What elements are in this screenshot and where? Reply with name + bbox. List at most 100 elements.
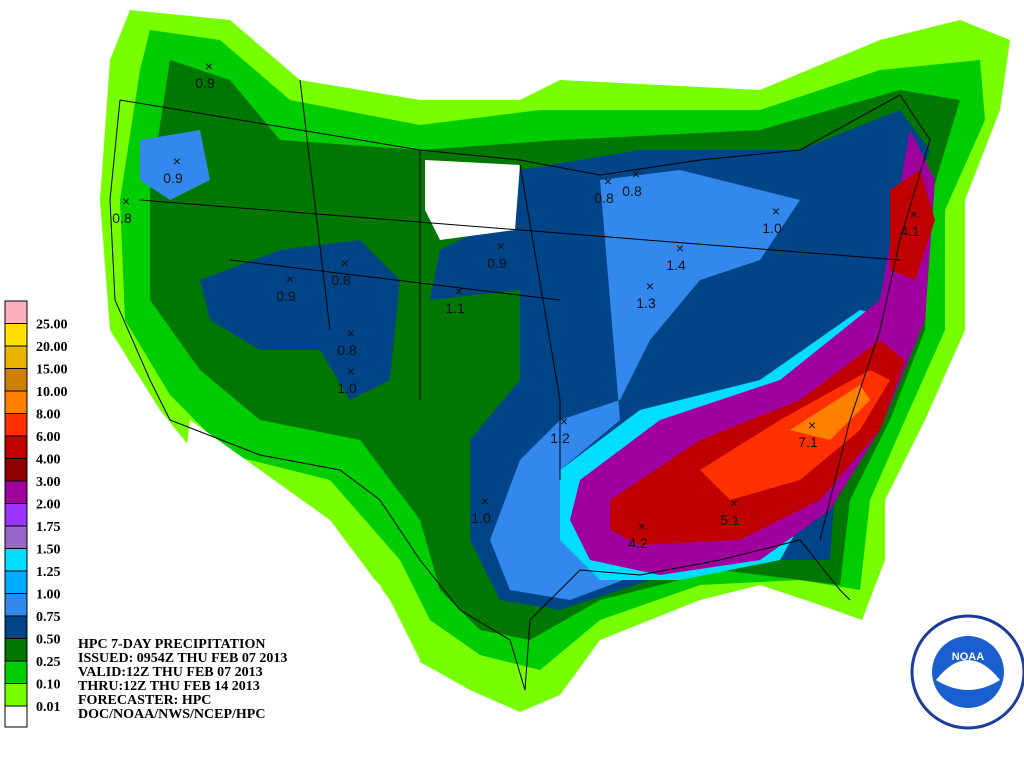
dry-area xyxy=(425,160,520,240)
legend-swatch xyxy=(4,435,28,459)
legend-label: 8.00 xyxy=(36,408,61,423)
max-marker: × xyxy=(638,518,646,534)
max-marker: × xyxy=(604,173,612,189)
max-value: 0.9 xyxy=(276,288,296,304)
max-value: 1.0 xyxy=(337,380,357,396)
max-marker: × xyxy=(808,417,816,433)
info-line: VALID:12Z THU FEB 07 2013 xyxy=(78,665,263,680)
legend-label: 20.00 xyxy=(36,340,68,355)
border xyxy=(524,539,851,691)
legend-label: 15.00 xyxy=(36,363,68,378)
legend-swatch xyxy=(4,368,28,392)
border xyxy=(139,79,901,480)
legend-label: 2.00 xyxy=(36,498,61,513)
max-value: 0.8 xyxy=(112,210,132,226)
legend: 25.00 20.00 15.00 10.00 8.00 6.00 4.00 3.00 2.00… xyxy=(4,300,68,715)
max-value: 0.9 xyxy=(163,170,183,186)
field-050b xyxy=(200,240,400,400)
legend-swatch xyxy=(4,660,28,684)
noaa-logo: NOAA xyxy=(910,614,1024,730)
dry-area xyxy=(180,420,420,700)
legend-label: 6.00 xyxy=(36,430,61,445)
legend-label: 0.75 xyxy=(36,610,61,625)
legend-swatch xyxy=(4,390,28,414)
field-075 xyxy=(490,170,800,600)
max-marker: × xyxy=(646,278,654,294)
max-value: 7.1 xyxy=(798,434,818,450)
field-800 xyxy=(790,385,870,440)
max-value: 4.1 xyxy=(900,223,920,239)
max-value: 5.1 xyxy=(720,512,740,528)
max-marker: × xyxy=(497,238,505,254)
max-marker: × xyxy=(730,495,738,511)
max-marker: × xyxy=(286,271,294,287)
legend-label: 1.25 xyxy=(36,565,61,580)
max-marker: × xyxy=(455,283,463,299)
precip-fields xyxy=(100,10,1010,712)
max-marker: × xyxy=(347,325,355,341)
legend-swatch xyxy=(4,413,28,437)
max-value: 0.9 xyxy=(195,75,215,91)
legend-label: 0.50 xyxy=(36,633,61,648)
legend-swatch xyxy=(4,615,28,639)
max-value: 1.2 xyxy=(550,430,570,446)
max-marker: × xyxy=(910,206,918,222)
info-line: ISSUED: 0954Z THU FEB 07 2013 xyxy=(78,651,287,666)
max-value: 0.8 xyxy=(331,272,351,288)
legend-swatch xyxy=(4,503,28,527)
max-value: 1.0 xyxy=(471,510,491,526)
max-marker: × xyxy=(676,240,684,256)
legend-swatch xyxy=(4,480,28,504)
legend-zero-box xyxy=(4,705,28,728)
legend-swatch xyxy=(4,548,28,572)
logo-bird xyxy=(936,660,1000,690)
max-value: 4.2 xyxy=(628,535,648,551)
legend-label: 1.00 xyxy=(36,588,61,603)
max-value: 1.1 xyxy=(445,300,465,316)
border xyxy=(169,419,526,691)
legend-label: 0.01 xyxy=(36,700,61,715)
boundaries xyxy=(109,79,931,691)
legend-label: 3.00 xyxy=(36,475,61,490)
info-line: FORECASTER: HPC xyxy=(78,693,211,708)
field-400b xyxy=(890,170,935,280)
maxima: ×0.9×0.9×0.8×0.8×0.9×0.9×1.1×0.8×1.0×1.2… xyxy=(112,58,920,551)
legend-label: 10.00 xyxy=(36,385,68,400)
legend-label: 1.50 xyxy=(36,543,61,558)
max-marker: × xyxy=(347,363,355,379)
max-value: 0.8 xyxy=(337,342,357,358)
legend-swatch xyxy=(4,570,28,594)
legend-swatch xyxy=(4,458,28,482)
logo-text: NOAA xyxy=(952,651,984,663)
max-marker: × xyxy=(205,58,213,74)
max-value: 0.8 xyxy=(594,190,614,206)
info-line: THRU:12Z THU FEB 14 2013 xyxy=(78,679,260,694)
legend-label: 0.25 xyxy=(36,655,61,670)
legend-swatch xyxy=(4,525,28,549)
max-value: 0.9 xyxy=(487,255,507,271)
coast xyxy=(109,94,931,541)
legend-label: 4.00 xyxy=(36,453,61,468)
max-marker: × xyxy=(122,193,130,209)
legend-label: 1.75 xyxy=(36,520,61,535)
info-line: HPC 7-DAY PRECIPITATION xyxy=(78,637,265,652)
max-marker: × xyxy=(560,413,568,429)
legend-swatch xyxy=(4,683,28,707)
legend-swatch xyxy=(4,300,28,324)
legend-label: 25.00 xyxy=(36,318,68,333)
max-value: 1.0 xyxy=(762,220,782,236)
max-value: 1.4 xyxy=(666,257,686,273)
legend-swatch xyxy=(4,593,28,617)
max-value: 1.3 xyxy=(636,295,656,311)
legend-swatch xyxy=(4,345,28,369)
legend-swatch xyxy=(4,323,28,347)
legend-swatch xyxy=(4,638,28,662)
max-value: 0.8 xyxy=(622,183,642,199)
info-line: DOC/NOAA/NWS/NCEP/HPC xyxy=(78,707,265,722)
field-075b xyxy=(140,130,210,200)
max-marker: × xyxy=(173,153,181,169)
legend-label: 0.10 xyxy=(36,678,61,693)
